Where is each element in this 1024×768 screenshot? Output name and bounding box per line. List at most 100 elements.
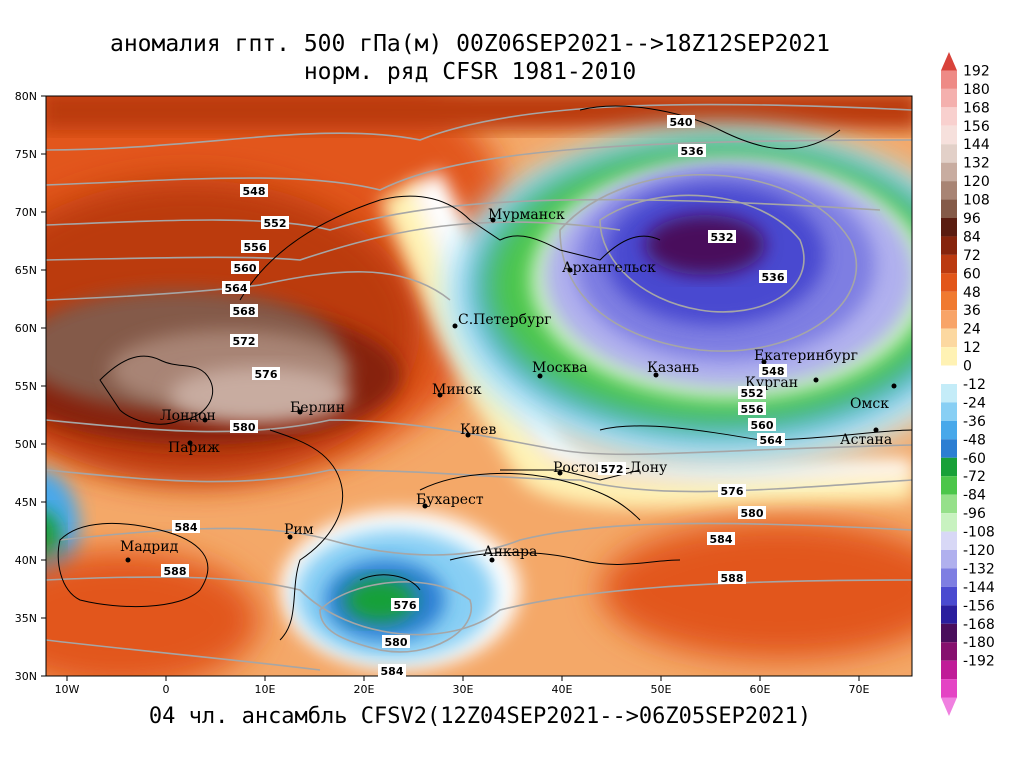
contour-label: 540 (667, 115, 695, 129)
contour-label: 536 (759, 270, 787, 284)
contour-label: 548 (759, 364, 787, 378)
contour-label: 576 (252, 367, 280, 381)
lat-label: 65N (15, 264, 37, 277)
colorbar-swatch (941, 328, 957, 348)
svg-text:540: 540 (670, 116, 693, 129)
title-line-2: норм. ряд CFSR 1981-2010 (303, 59, 637, 85)
footer-caption: 04 чл. ансамбль CFSV2(12Z04SEP2021-->06Z… (148, 704, 812, 729)
colorbar-tick-label: 48 (963, 285, 981, 301)
colorbar-tick-label: -120 (963, 543, 995, 559)
colorbar-tick-label: -36 (963, 414, 986, 430)
city-label: С.Петербург (458, 312, 552, 328)
svg-text:548: 548 (762, 365, 785, 378)
city-marker: Москва (532, 360, 588, 379)
city-label: Лондон (160, 408, 216, 424)
colorbar-tick-label: -60 (963, 451, 986, 467)
svg-text:556: 556 (244, 241, 267, 254)
colorbar-swatch (941, 439, 957, 458)
lat-label: 35N (15, 612, 37, 625)
colorbar-tick-label: -180 (963, 635, 995, 651)
city-marker: Астана (840, 427, 892, 448)
contour-label: 560 (748, 418, 776, 432)
svg-text:536: 536 (681, 145, 704, 158)
lon-label: 40E (552, 683, 573, 696)
colorbar-tick-label: 132 (963, 156, 990, 172)
svg-text:560: 560 (751, 419, 774, 432)
city-label: Париж (168, 440, 220, 456)
city-marker: Лондон (160, 408, 216, 424)
city-marker: Екатеринбург (754, 348, 858, 365)
city-label: Мадрид (120, 539, 179, 555)
colorbar-swatch (941, 568, 957, 587)
svg-text:588: 588 (721, 572, 744, 585)
city-marker: Рим (284, 522, 314, 540)
colorbar-swatch (941, 384, 957, 403)
colorbar-tick-label: 84 (963, 229, 981, 245)
tick-marks (41, 95, 860, 681)
colorbar-swatch (941, 273, 957, 292)
colorbar: 1921801681561441321201089684726048362412… (941, 52, 995, 716)
city-label: Бухарест (416, 492, 484, 508)
svg-text:568: 568 (233, 305, 256, 318)
city-label: Астана (840, 432, 892, 448)
contour-labels: 540 536 548 552 556 560 564 568 572 576 … (161, 115, 787, 678)
colorbar-tick-label: 120 (963, 174, 990, 190)
colorbar-tick-label: 156 (963, 119, 990, 135)
city-marker: Бухарест (416, 492, 484, 509)
city-label: Берлин (290, 400, 345, 416)
colorbar-tick-label: 72 (963, 248, 981, 264)
lon-label: 70E (849, 683, 870, 696)
svg-text:580: 580 (741, 507, 764, 520)
colorbar-swatch (941, 107, 957, 126)
colorbar-swatch (941, 144, 957, 163)
colorbar-swatch (941, 494, 957, 514)
latitude-labels: 80N 75N 70N 65N 60N 55N 50N 45N 40N 35N … (15, 90, 37, 683)
city-marker: Архангельск (562, 260, 656, 276)
city-marker: Минск (432, 382, 482, 398)
city-label: Казань (647, 360, 699, 376)
colorbar-swatch (941, 347, 957, 366)
colorbar-swatch (941, 697, 957, 716)
colorbar-tick-label: 36 (963, 303, 981, 319)
colorbar-swatch (941, 605, 957, 624)
contour-label: 588 (161, 564, 189, 578)
lon-label: 10W (55, 683, 80, 696)
svg-text:552: 552 (741, 387, 764, 400)
svg-text:536: 536 (762, 271, 785, 284)
city-marker: Париж (168, 440, 220, 456)
lon-label: 30E (453, 683, 474, 696)
colorbar-tick-label: 192 (963, 63, 990, 79)
lat-label: 70N (15, 206, 37, 219)
svg-text:584: 584 (710, 533, 733, 546)
contour-label: 584 (172, 520, 200, 534)
colorbar-swatch (941, 52, 957, 71)
colorbar-tick-label: 144 (963, 137, 990, 153)
svg-text:532: 532 (711, 231, 734, 244)
svg-text:564: 564 (225, 282, 248, 295)
city-label: Архангельск (562, 260, 656, 276)
colorbar-tick-label: -192 (963, 654, 995, 670)
colorbar-swatch (941, 199, 957, 218)
colorbar-swatch (941, 181, 957, 200)
svg-text:576: 576 (394, 599, 417, 612)
svg-text:588: 588 (164, 565, 187, 578)
city-marker: Мурманск (488, 207, 565, 223)
lat-label: 75N (15, 148, 37, 161)
contour-label: 548 (240, 184, 268, 198)
svg-text:576: 576 (255, 368, 278, 381)
lat-label: 30N (15, 670, 37, 683)
colorbar-tick-label: 168 (963, 100, 990, 116)
city-label: Минск (432, 382, 482, 398)
contour-label: 564 (222, 281, 250, 295)
svg-text:580: 580 (385, 636, 408, 649)
city-label: Киев (460, 422, 496, 438)
lon-label: 10E (255, 683, 276, 696)
lon-label: 20E (354, 683, 375, 696)
colorbar-swatch (941, 457, 957, 477)
svg-text:584: 584 (175, 521, 198, 534)
city-label: Омск (850, 396, 889, 412)
city-marker: Берлин (290, 400, 345, 416)
lat-label: 45N (15, 496, 37, 509)
contour-label: 552 (261, 216, 289, 230)
